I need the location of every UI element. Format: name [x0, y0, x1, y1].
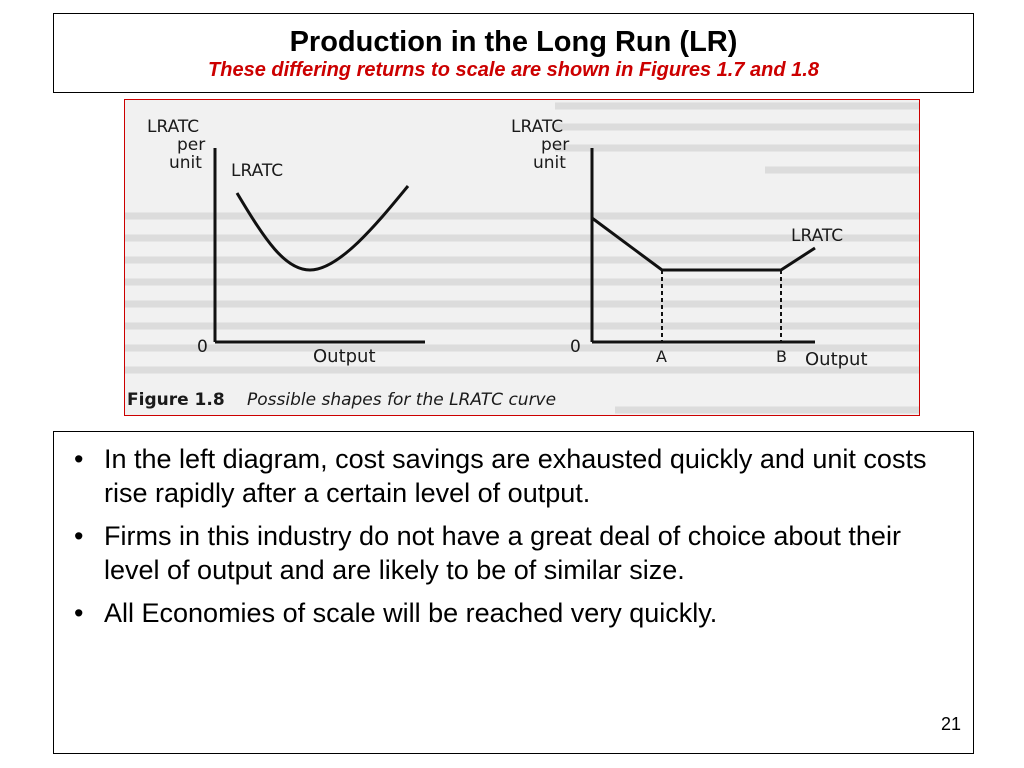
right-curve-label: LRATC — [791, 226, 843, 246]
right-y-label-2: per — [541, 135, 569, 155]
bullet-marker: • — [74, 598, 84, 628]
lratc-diagrams: LRATC per unit LRATC 0 Output LRATC per … — [125, 102, 919, 414]
bullet-text: Firms in this industry do not have a gre… — [104, 521, 901, 585]
left-diagram: LRATC per unit LRATC 0 Output — [147, 117, 425, 367]
bullet-marker: • — [74, 444, 84, 474]
left-curve-label: LRATC — [231, 161, 283, 181]
bullet-text: All Economies of scale will be reached v… — [104, 598, 718, 628]
figure-caption-label: Figure 1.8 — [127, 390, 225, 410]
right-lratc-curve — [591, 216, 816, 272]
slide-subtitle: These differing returns to scale are sho… — [208, 59, 819, 81]
right-x-label: Output — [805, 349, 868, 370]
right-y-label-3: unit — [533, 153, 566, 173]
right-diagram: LRATC per unit LRATC 0 A B Output — [511, 117, 868, 370]
figure-image: LRATC per unit LRATC 0 Output LRATC per … — [124, 99, 920, 416]
right-tick-b: B — [776, 347, 787, 366]
content-box: • In the left diagram, cost savings are … — [53, 431, 974, 754]
bullet-item: • Firms in this industry do not have a g… — [72, 519, 952, 587]
background-texture — [125, 102, 919, 414]
title-box: Production in the Long Run (LR) These di… — [53, 13, 974, 93]
page-number: 21 — [940, 714, 961, 734]
bullet-item: • All Economies of scale will be reached… — [72, 596, 952, 630]
right-y-label-1: LRATC — [511, 117, 563, 137]
right-tick-a: A — [656, 347, 667, 366]
left-y-label-2: per — [177, 135, 205, 155]
bullet-item: • In the left diagram, cost savings are … — [72, 442, 952, 510]
left-origin: 0 — [197, 337, 208, 357]
bullet-text: In the left diagram, cost savings are ex… — [104, 444, 927, 508]
figure-caption-text: Possible shapes for the LRATC curve — [247, 390, 556, 410]
left-x-label: Output — [313, 346, 376, 367]
slide-title: Production in the Long Run (LR) — [289, 26, 738, 58]
right-origin: 0 — [570, 337, 581, 357]
left-lratc-curve — [235, 185, 410, 272]
bullet-list: • In the left diagram, cost savings are … — [72, 442, 952, 639]
bullet-marker: • — [74, 521, 84, 551]
left-y-label-3: unit — [169, 153, 202, 173]
left-y-label-1: LRATC — [147, 117, 199, 137]
